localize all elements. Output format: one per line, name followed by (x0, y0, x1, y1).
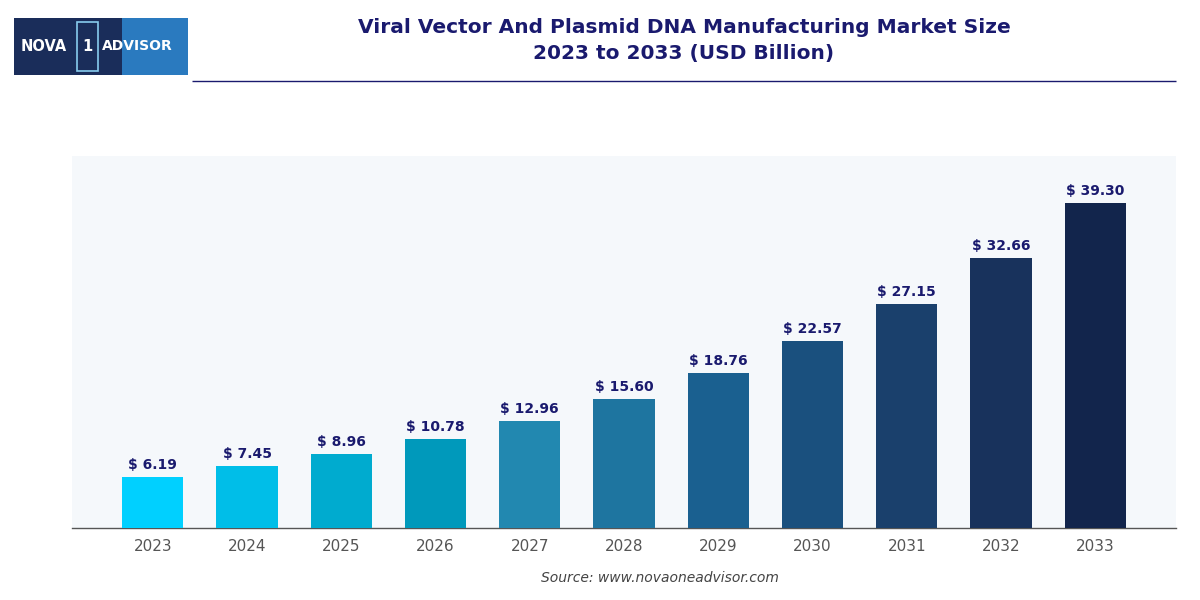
Bar (499, 421, 560, 528)
Bar (1064, 203, 1126, 528)
Text: $ 10.78: $ 10.78 (407, 420, 464, 434)
Text: 1: 1 (83, 39, 92, 54)
Bar (216, 466, 277, 528)
Text: $ 18.76: $ 18.76 (689, 354, 748, 368)
Bar (971, 258, 1032, 528)
Text: $ 8.96: $ 8.96 (317, 435, 366, 449)
Bar (876, 304, 937, 528)
Bar (688, 373, 749, 528)
Bar (404, 439, 466, 528)
Text: $ 22.57: $ 22.57 (784, 322, 842, 337)
Text: $ 12.96: $ 12.96 (500, 402, 559, 416)
Text: $ 7.45: $ 7.45 (222, 448, 271, 461)
Text: $ 32.66: $ 32.66 (972, 239, 1031, 253)
Bar (782, 341, 844, 528)
Text: ADVISOR: ADVISOR (102, 40, 173, 53)
Bar (311, 454, 372, 528)
Text: Viral Vector And Plasmid DNA Manufacturing Market Size
2023 to 2033 (USD Billion: Viral Vector And Plasmid DNA Manufacturi… (358, 18, 1010, 64)
Text: Source: www.novaoneadvisor.com: Source: www.novaoneadvisor.com (541, 571, 779, 585)
Text: $ 15.60: $ 15.60 (595, 380, 653, 394)
Text: NOVA: NOVA (20, 39, 67, 54)
Text: $ 6.19: $ 6.19 (128, 458, 178, 472)
Bar (122, 477, 184, 528)
Text: $ 27.15: $ 27.15 (877, 284, 936, 299)
Bar (593, 399, 655, 528)
Text: $ 39.30: $ 39.30 (1066, 184, 1124, 198)
